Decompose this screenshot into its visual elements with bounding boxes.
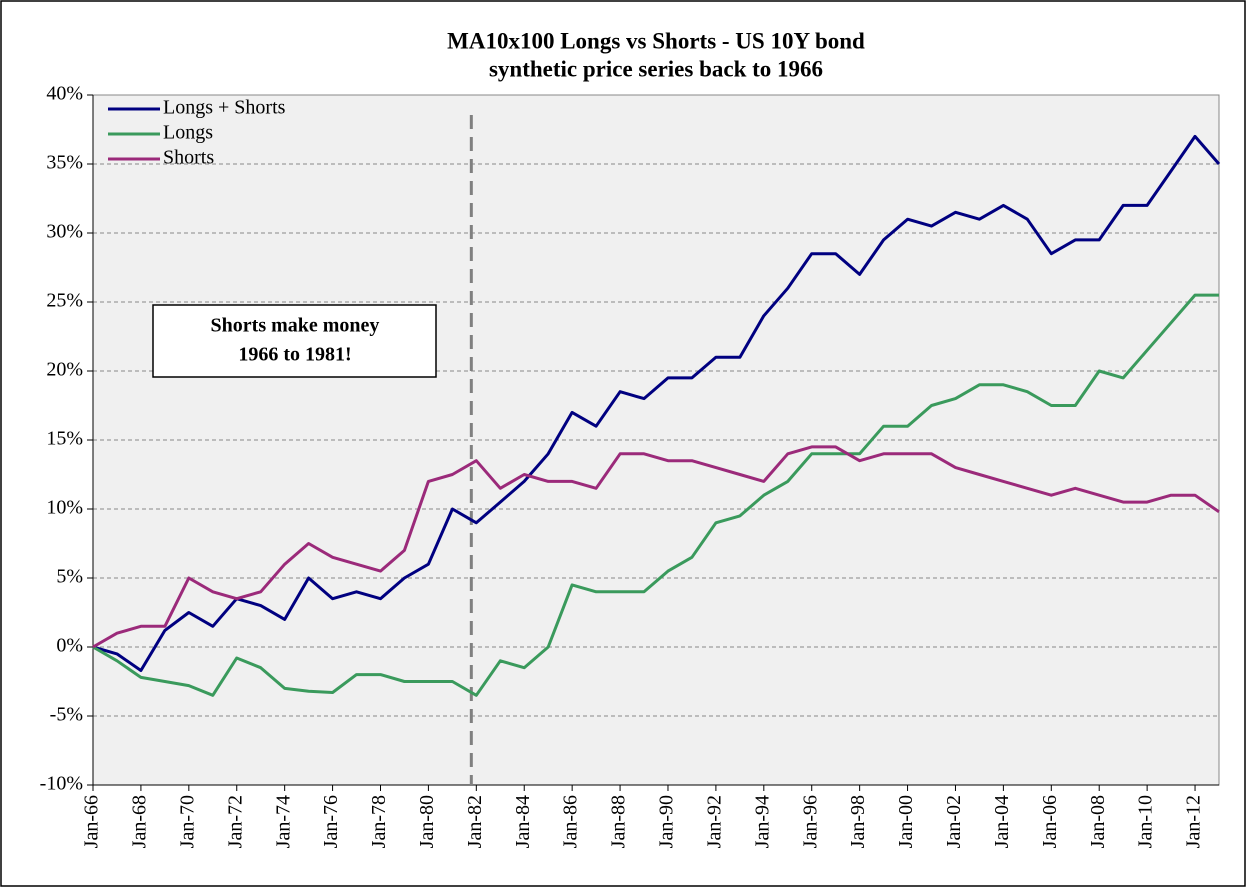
x-tick-label: Jan-10 xyxy=(1135,795,1157,848)
x-tick-label: Jan-88 xyxy=(608,795,630,848)
annotation-box xyxy=(152,304,437,378)
annotation-text: 1966 to 1981! xyxy=(238,344,351,366)
chart-subtitle: synthetic price series back to 1966 xyxy=(489,56,823,81)
x-tick-label: Jan-70 xyxy=(176,795,198,848)
y-tick-label: 30% xyxy=(46,221,83,243)
x-tick-label: Jan-66 xyxy=(81,795,103,848)
x-tick-label: Jan-80 xyxy=(416,795,438,848)
x-tick-label: Jan-92 xyxy=(703,795,725,848)
series-line xyxy=(92,293,1219,697)
x-tick-label: Jan-94 xyxy=(751,795,773,848)
x-tick-label: Jan-08 xyxy=(1087,795,1109,848)
annotation-text: Shorts make money xyxy=(211,315,380,337)
x-tick-label: Jan-96 xyxy=(799,795,821,848)
y-tick-label: 15% xyxy=(46,428,83,450)
y-tick-label: -5% xyxy=(50,704,83,726)
x-tick-label: Jan-72 xyxy=(224,795,246,848)
y-tick-label: 20% xyxy=(46,359,83,381)
x-tick-label: Jan-68 xyxy=(129,795,151,848)
y-tick-label: 5% xyxy=(56,566,83,588)
x-tick-label: Jan-98 xyxy=(847,795,869,848)
x-tick-label: Jan-02 xyxy=(943,795,965,848)
x-tick-label: Jan-12 xyxy=(1183,795,1205,848)
y-tick-label: -10% xyxy=(40,773,83,795)
y-tick-label: 35% xyxy=(46,152,83,174)
x-tick-label: Jan-06 xyxy=(1039,795,1061,848)
legend-label: Longs xyxy=(163,122,213,144)
y-tick-label: 10% xyxy=(46,497,83,519)
x-tick-label: Jan-90 xyxy=(656,795,678,848)
x-tick-label: Jan-78 xyxy=(368,795,390,848)
y-tick-label: 40% xyxy=(46,83,83,105)
x-tick-label: Jan-76 xyxy=(320,795,342,848)
chart-title: MA10x100 Longs vs Shorts - US 10Y bond xyxy=(447,28,865,53)
series-line xyxy=(92,134,1221,672)
y-tick-label: 0% xyxy=(56,635,83,657)
x-tick-label: Jan-86 xyxy=(560,795,582,848)
x-tick-label: Jan-84 xyxy=(512,795,534,848)
series-line xyxy=(92,445,1220,649)
legend-label: Shorts xyxy=(163,147,214,169)
x-tick-label: Jan-74 xyxy=(272,795,294,848)
y-tick-label: 25% xyxy=(46,290,83,312)
x-tick-label: Jan-00 xyxy=(895,795,917,848)
x-tick-label: Jan-82 xyxy=(464,795,486,848)
x-tick-label: Jan-04 xyxy=(991,795,1013,848)
legend-label: Longs + Shorts xyxy=(163,97,286,119)
